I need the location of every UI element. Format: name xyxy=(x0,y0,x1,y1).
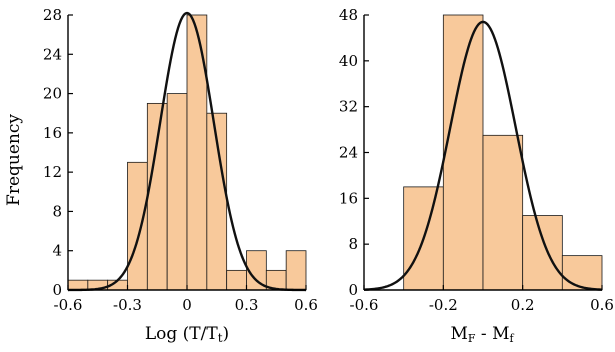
right-y-tick-label-40: 40 xyxy=(339,52,358,70)
left-bar-8 xyxy=(226,269,247,291)
left-y-tick-label-16: 16 xyxy=(43,124,62,142)
right-x-axis-title: MF - Mf xyxy=(450,324,514,345)
right-axes: 0 8 16 24 32 40 48 -0.6 -0.2 0.2 0.6 xyxy=(339,6,614,314)
right-x-tick-label-neg0p2: -0.2 xyxy=(429,296,458,314)
right-bar-1 xyxy=(442,14,484,291)
right-y-tick-label-24: 24 xyxy=(339,144,358,162)
left-bar-6 xyxy=(186,14,208,291)
left-y-tick-label-12: 12 xyxy=(43,163,62,181)
left-bar-11 xyxy=(285,250,307,291)
right-y-tick-label-8: 8 xyxy=(348,235,358,253)
left-y-tick-label-0: 0 xyxy=(52,281,62,299)
left-y-tick-label-8: 8 xyxy=(52,202,62,220)
right-normal-curve xyxy=(363,20,603,291)
right-x-tick-label-neg0p6: -0.6 xyxy=(350,296,379,314)
left-axes: 0 4 8 12 16 20 24 28 -0.6 -0.3 0 0.3 0.6 xyxy=(43,6,318,314)
right-bar-4 xyxy=(561,255,603,291)
right-bar-2 xyxy=(482,134,524,291)
left-bar-0 xyxy=(67,279,89,291)
left-y-tick-label-20: 20 xyxy=(43,85,62,103)
left-y-tick-label-28: 28 xyxy=(43,6,62,24)
right-bar-3 xyxy=(522,215,563,291)
left-bar-4 xyxy=(146,102,168,291)
left-y-axis-title: Frequency xyxy=(4,114,24,206)
left-x-tick-label-0p3: 0.3 xyxy=(235,296,259,314)
left-x-tick-label-0p6: 0.6 xyxy=(294,296,318,314)
left-x-tick-label-0: 0 xyxy=(182,296,192,314)
right-bars xyxy=(403,14,603,291)
left-normal-curve xyxy=(67,11,307,292)
right-x-tick-label-0p6: 0.6 xyxy=(590,296,614,314)
right-y-tick-label-32: 32 xyxy=(339,98,358,116)
left-x-tick-label-neg0p3: -0.3 xyxy=(113,296,142,314)
right-histogram-panel: 0 8 16 24 32 40 48 -0.6 -0.2 0.2 0.6 MF - Mf xyxy=(339,6,614,345)
left-bars xyxy=(67,14,307,291)
left-y-tick-label-4: 4 xyxy=(52,242,62,260)
left-bar-3 xyxy=(127,161,148,291)
left-x-axis-title: Log (T/Tt) xyxy=(145,324,229,345)
left-y-tick-label-24: 24 xyxy=(43,45,62,63)
right-y-tick-label-16: 16 xyxy=(339,189,358,207)
left-x-tick-label-neg0p6: -0.6 xyxy=(54,296,83,314)
left-bar-5 xyxy=(166,93,188,291)
right-y-tick-label-0: 0 xyxy=(348,281,358,299)
right-y-tick-label-48: 48 xyxy=(339,6,358,24)
left-histogram-panel: 0 4 8 12 16 20 24 28 -0.6 -0.3 0 0.3 0.6 Frequency L… xyxy=(4,6,318,345)
right-x-tick-label-0p2: 0.2 xyxy=(511,296,535,314)
